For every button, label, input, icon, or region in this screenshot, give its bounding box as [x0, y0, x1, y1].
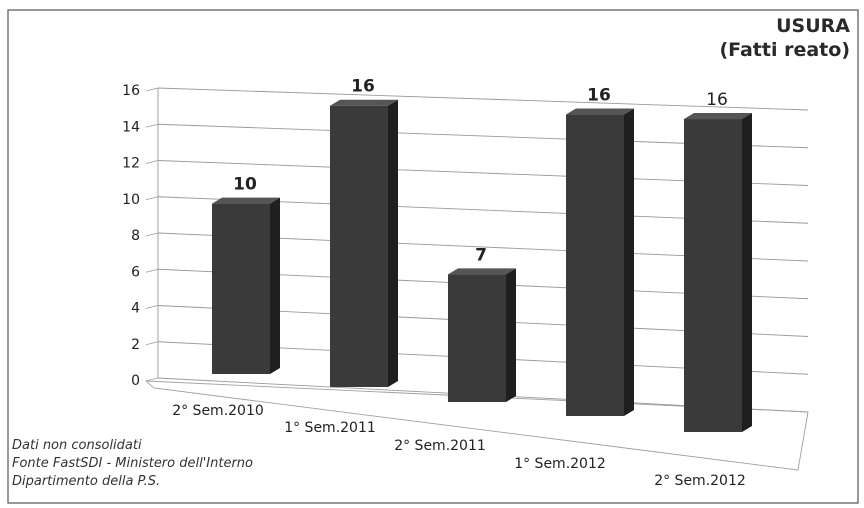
x-axis-labels: 2° Sem.2010 1° Sem.2011 2° Sem.2011 1° Sem.…	[172, 403, 746, 489]
bar-side	[388, 99, 398, 387]
y-tick-label: 10	[122, 192, 140, 208]
data-label: 10	[233, 175, 257, 195]
gridline-side	[145, 377, 159, 382]
gridline-side	[145, 268, 159, 273]
x-tick-label: 2° Sem.2012	[654, 473, 746, 489]
gridline-side	[145, 87, 159, 92]
y-tick-label: 6	[131, 264, 140, 280]
bar-side	[270, 197, 280, 374]
gridline	[157, 87, 809, 111]
gridline-side	[145, 232, 159, 237]
gridline-side	[145, 196, 159, 201]
y-tick-label: 14	[122, 119, 140, 135]
gridline-side	[145, 123, 159, 128]
bar-top	[212, 197, 280, 204]
x-tick-label: 2° Sem.2011	[394, 438, 486, 454]
bar	[448, 274, 506, 402]
bar-top	[330, 99, 398, 106]
gridline-side	[145, 160, 159, 164]
x-tick-label: 2° Sem.2010	[172, 403, 264, 419]
y-tick-label: 8	[131, 228, 140, 244]
note-line: Fonte FastSDI - Ministero dell'Interno	[12, 456, 253, 471]
data-label: 7	[475, 245, 487, 265]
note-line: Dati non consolidati	[12, 438, 142, 453]
note-line: Dipartimento della P.S.	[12, 474, 161, 489]
bar-top	[684, 113, 752, 120]
bar-side	[742, 113, 752, 432]
bar	[212, 203, 270, 374]
chart-title-block: USURA (Fatti reato)	[719, 14, 850, 62]
bar	[566, 114, 624, 416]
data-label: 16	[351, 77, 375, 97]
gridline-side	[145, 305, 159, 309]
bar-top	[448, 268, 516, 275]
y-tick-label: 16	[122, 83, 140, 99]
y-tick-label: 4	[131, 301, 140, 317]
y-tick-label: 2	[131, 337, 140, 353]
source-notes: Dati non consolidati Fonte FastSDI - Min…	[12, 437, 253, 491]
data-labels: 10 16 7 16 16	[233, 77, 728, 266]
bar-side	[624, 108, 634, 416]
chart-subtitle: (Fatti reato)	[719, 39, 850, 61]
gridline-side	[145, 341, 159, 346]
x-tick-label: 1° Sem.2011	[284, 420, 376, 436]
y-axis: 0 2 4 6 8 10 12 14 16	[122, 83, 140, 389]
y-tick-label: 12	[122, 156, 140, 172]
bar	[684, 119, 742, 432]
x-tick-label: 1° Sem.2012	[514, 456, 606, 472]
y-tick-label: 0	[131, 373, 140, 389]
data-label: 16	[706, 90, 728, 110]
bar-side	[506, 268, 516, 402]
bar-top	[566, 108, 634, 115]
data-label: 16	[587, 86, 611, 106]
bars	[212, 99, 752, 432]
bar	[330, 105, 388, 387]
chart-title: USURA	[776, 15, 850, 37]
